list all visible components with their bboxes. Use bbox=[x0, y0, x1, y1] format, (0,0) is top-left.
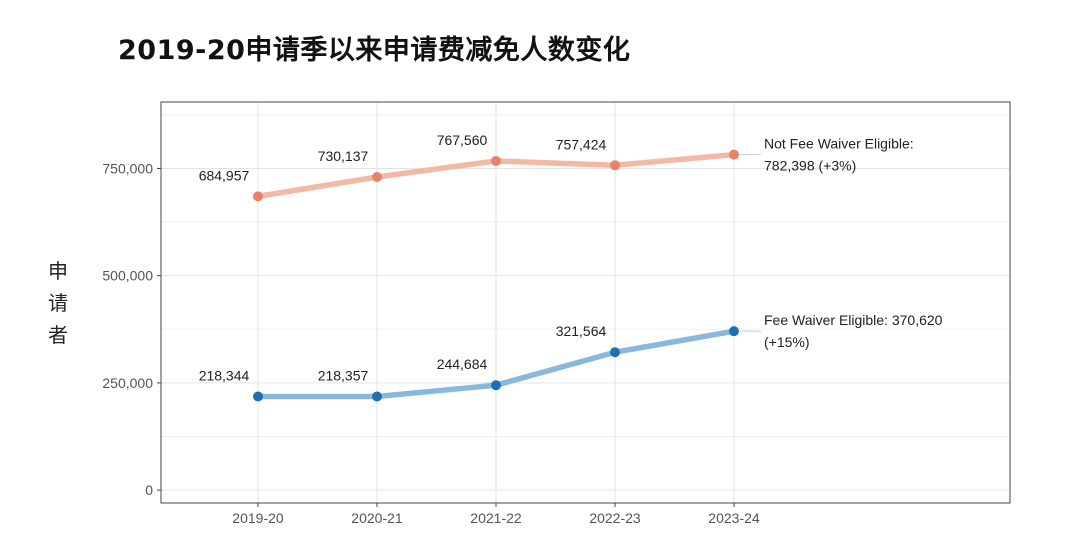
data-label: 244,684 bbox=[437, 356, 488, 372]
data-point bbox=[372, 391, 382, 402]
data-point bbox=[253, 391, 263, 402]
y-tick-label: 0 bbox=[145, 482, 153, 498]
data-label: 767,560 bbox=[437, 132, 488, 148]
data-point bbox=[610, 160, 620, 171]
plot-border bbox=[160, 101, 1011, 504]
data-point bbox=[491, 155, 501, 166]
data-point bbox=[610, 347, 620, 358]
series-annotation-line2: (+15%) bbox=[764, 334, 810, 350]
x-tick-label: 2022-23 bbox=[589, 510, 641, 526]
x-tick-label: 2021-22 bbox=[470, 510, 522, 526]
data-label: 757,424 bbox=[556, 136, 607, 152]
data-label: 684,957 bbox=[199, 167, 250, 183]
data-point bbox=[372, 171, 382, 182]
data-point bbox=[253, 191, 263, 202]
y-tick-label: 250,000 bbox=[102, 375, 153, 391]
data-label: 321,564 bbox=[556, 323, 607, 339]
series-annotation-line1: Not Fee Waiver Eligible: bbox=[764, 136, 914, 152]
data-label: 218,357 bbox=[318, 367, 369, 383]
series-annotation-line1: Fee Waiver Eligible: 370,620 bbox=[764, 312, 943, 328]
data-label: 730,137 bbox=[318, 148, 369, 164]
x-tick-label: 2019-20 bbox=[232, 510, 284, 526]
data-point bbox=[729, 326, 739, 337]
data-label: 218,344 bbox=[199, 367, 250, 383]
y-tick-label: 500,000 bbox=[102, 268, 153, 284]
data-point bbox=[491, 380, 501, 391]
chart-title: 2019-20申请季以来申请费减免人数变化 bbox=[118, 35, 631, 66]
y-axis-label: 申请者 bbox=[48, 259, 68, 347]
x-tick-label: 2020-21 bbox=[351, 510, 403, 526]
x-tick-label: 2023-24 bbox=[708, 510, 760, 526]
data-point bbox=[729, 149, 739, 160]
y-tick-label: 750,000 bbox=[102, 160, 153, 176]
series-annotation-line2: 782,398 (+3%) bbox=[764, 158, 856, 174]
